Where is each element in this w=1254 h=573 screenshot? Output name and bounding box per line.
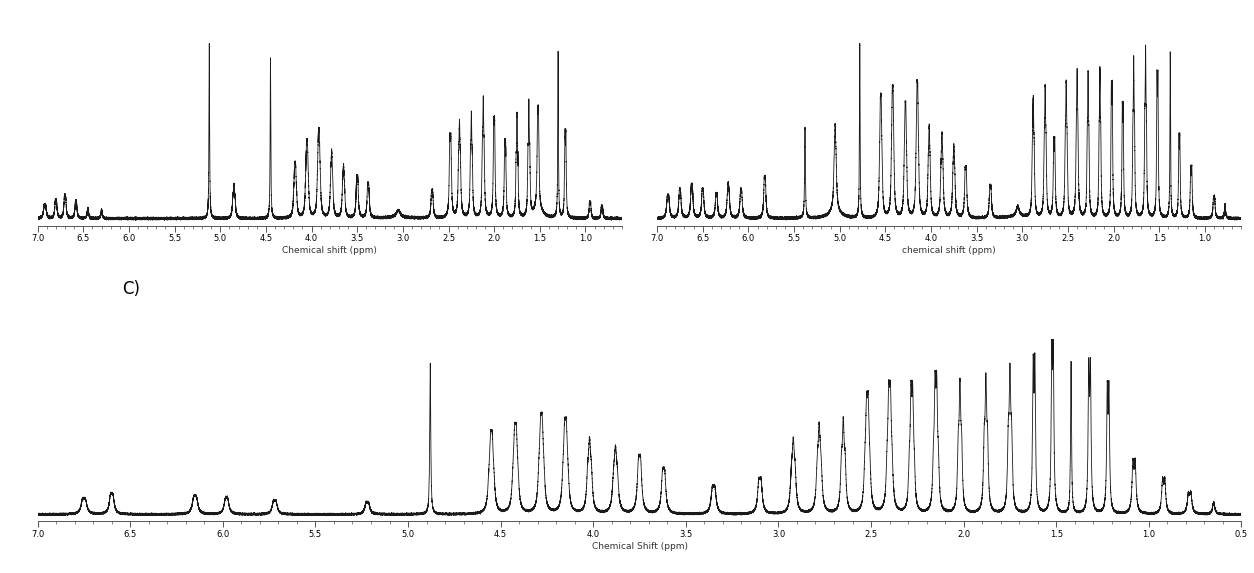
- X-axis label: chemical shift (ppm): chemical shift (ppm): [903, 246, 996, 254]
- X-axis label: Chemical Shift (ppm): Chemical Shift (ppm): [592, 541, 687, 551]
- Text: C): C): [122, 280, 140, 298]
- X-axis label: Chemical shift (ppm): Chemical shift (ppm): [282, 246, 377, 254]
